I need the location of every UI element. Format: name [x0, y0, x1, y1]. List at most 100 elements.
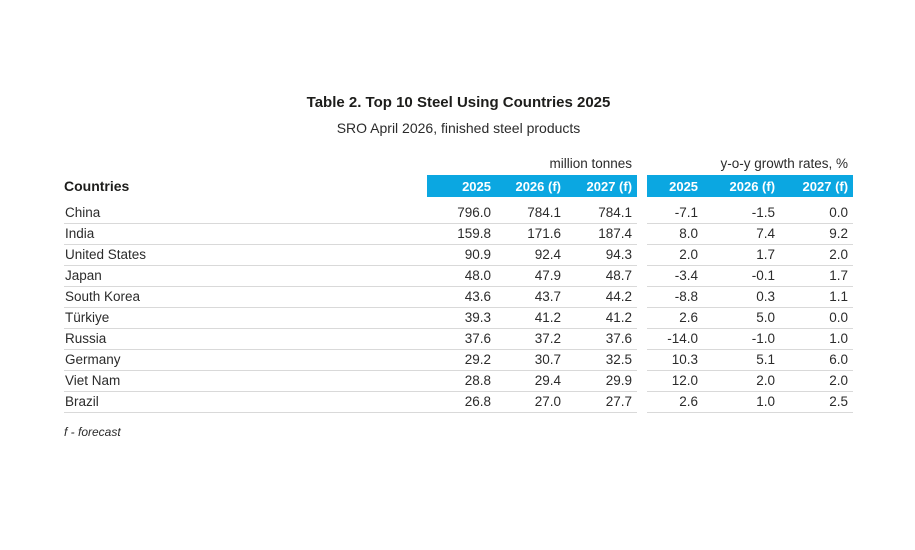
yoy-2026-cell: 2.0	[703, 370, 781, 392]
yoy-2027-cell: 0.0	[780, 202, 854, 224]
yoy-2025-cell: 2.6	[647, 307, 704, 329]
mt-2025-cell: 29.2	[427, 349, 496, 371]
mt-2026-cell: 41.2	[496, 307, 566, 329]
yoy-2025-cell: 10.3	[647, 349, 704, 371]
table-row-united-states: United States 90.9 92.4 94.3 2.0 1.7 2.0	[64, 244, 854, 266]
column-gap	[637, 349, 647, 370]
mt-2026-cell: 37.2	[496, 328, 566, 350]
yoy-2025-cell: -7.1	[647, 202, 704, 224]
mt-2027-cell: 32.5	[566, 349, 638, 371]
mt-2027-cell: 94.3	[566, 244, 638, 266]
column-gap	[637, 286, 647, 307]
table-row-japan: Japan 48.0 47.9 48.7 -3.4 -0.1 1.7	[64, 265, 854, 287]
table-row-russia: Russia 37.6 37.2 37.6 -14.0 -1.0 1.0	[64, 328, 854, 350]
column-gap	[637, 328, 647, 349]
table-row-turkiye: Türkiye 39.3 41.2 41.2 2.6 5.0 0.0	[64, 307, 854, 329]
yoy-year-header-2027f: 2027 (f)	[780, 175, 854, 197]
yoy-2027-cell: 1.0	[780, 328, 854, 350]
yoy-2027-cell: 9.2	[780, 223, 854, 245]
mt-2027-cell: 29.9	[566, 370, 638, 392]
table-row-south-korea: South Korea 43.6 43.7 44.2 -8.8 0.3 1.1	[64, 286, 854, 308]
table-row-viet-nam: Viet Nam 28.8 29.4 29.9 12.0 2.0 2.0	[64, 370, 854, 392]
countries-header: Countries	[64, 178, 130, 194]
group-header-row: million tonnes y-o-y growth rates, %	[64, 152, 853, 175]
yoy-2025-cell: 8.0	[647, 223, 704, 245]
steel-countries-table: million tonnes y-o-y growth rates, % Cou…	[64, 152, 854, 413]
yoy-2026-cell: -1.5	[703, 202, 781, 224]
country-cell: Russia	[64, 328, 427, 350]
yoy-2025-cell: 2.0	[647, 244, 704, 266]
yoy-2027-cell: 2.0	[780, 244, 854, 266]
mt-2025-cell: 39.3	[427, 307, 496, 329]
yoy-2025-cell: -3.4	[647, 265, 704, 287]
table-title: Table 2. Top 10 Steel Using Countries 20…	[306, 94, 611, 111]
mt-year-header-2025: 2025	[427, 175, 496, 197]
yoy-year-header-2025: 2025	[647, 175, 704, 197]
mt-year-header-2026f: 2026 (f)	[496, 175, 566, 197]
yoy-2027-cell: 2.5	[780, 391, 854, 413]
mt-2025-cell: 43.6	[427, 286, 496, 308]
group-header-yoy-growth: y-o-y growth rates, %	[720, 156, 849, 171]
yoy-2026-cell: 0.3	[703, 286, 781, 308]
country-cell: Brazil	[64, 391, 427, 413]
mt-2026-cell: 171.6	[496, 223, 566, 245]
mt-2027-cell: 41.2	[566, 307, 638, 329]
mt-2026-cell: 92.4	[496, 244, 566, 266]
yoy-2026-cell: 1.7	[703, 244, 781, 266]
column-gap	[637, 223, 647, 244]
yoy-2026-cell: 1.0	[703, 391, 781, 413]
yoy-2026-cell: 5.1	[703, 349, 781, 371]
mt-year-header-2027f: 2027 (f)	[566, 175, 638, 197]
table-row-china: China 796.0 784.1 784.1 -7.1 -1.5 0.0	[64, 202, 854, 224]
column-gap	[637, 152, 647, 175]
table-row-germany: Germany 29.2 30.7 32.5 10.3 5.1 6.0	[64, 349, 854, 371]
country-cell: China	[64, 202, 427, 224]
yoy-2026-cell: -0.1	[703, 265, 781, 287]
country-cell: South Korea	[64, 286, 427, 308]
mt-2025-cell: 37.6	[427, 328, 496, 350]
column-gap	[637, 175, 647, 197]
column-gap	[637, 265, 647, 286]
year-header-row: Countries 2025 2026 (f) 2027 (f) 2025 20…	[64, 175, 854, 197]
country-cell: Germany	[64, 349, 427, 371]
country-cell: India	[64, 223, 427, 245]
mt-2027-cell: 48.7	[566, 265, 638, 287]
mt-2026-cell: 47.9	[496, 265, 566, 287]
yoy-2025-cell: 2.6	[647, 391, 704, 413]
yoy-2025-cell: 12.0	[647, 370, 704, 392]
column-gap	[637, 391, 647, 412]
yoy-2027-cell: 1.1	[780, 286, 854, 308]
forecast-footnote: f - forecast	[64, 424, 121, 439]
mt-2027-cell: 187.4	[566, 223, 638, 245]
yoy-2025-cell: -14.0	[647, 328, 704, 350]
country-cell: Türkiye	[64, 307, 427, 329]
yoy-2026-cell: -1.0	[703, 328, 781, 350]
mt-2026-cell: 27.0	[496, 391, 566, 413]
yoy-2025-cell: -8.8	[647, 286, 704, 308]
mt-2025-cell: 48.0	[427, 265, 496, 287]
country-cell: Viet Nam	[64, 370, 427, 392]
mt-2027-cell: 784.1	[566, 202, 638, 224]
mt-2026-cell: 784.1	[496, 202, 566, 224]
country-cell: United States	[64, 244, 427, 266]
column-gap	[637, 202, 647, 223]
mt-2025-cell: 796.0	[427, 202, 496, 224]
yoy-2027-cell: 2.0	[780, 370, 854, 392]
country-cell: Japan	[64, 265, 427, 287]
yoy-2027-cell: 6.0	[780, 349, 854, 371]
column-gap	[637, 370, 647, 391]
yoy-2027-cell: 0.0	[780, 307, 854, 329]
yoy-year-header-2026f: 2026 (f)	[703, 175, 781, 197]
column-gap	[637, 307, 647, 328]
yoy-2026-cell: 5.0	[703, 307, 781, 329]
table-row-brazil: Brazil 26.8 27.0 27.7 2.6 1.0 2.5	[64, 391, 854, 413]
column-gap	[637, 244, 647, 265]
group-header-empty	[64, 152, 427, 175]
mt-2025-cell: 90.9	[427, 244, 496, 266]
mt-2027-cell: 27.7	[566, 391, 638, 413]
group-header-million-tonnes: million tonnes	[549, 156, 633, 171]
yoy-2027-cell: 1.7	[780, 265, 854, 287]
mt-2025-cell: 159.8	[427, 223, 496, 245]
table-subtitle: SRO April 2026, finished steel products	[336, 120, 581, 136]
